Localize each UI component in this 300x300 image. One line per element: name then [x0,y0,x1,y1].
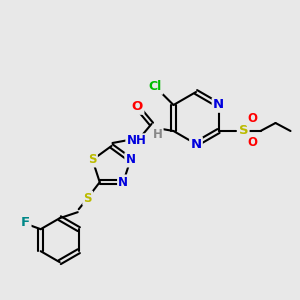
Text: NH: NH [127,134,146,148]
Text: O: O [248,136,257,149]
Text: Cl: Cl [149,80,162,94]
Text: O: O [248,112,257,125]
Text: N: N [190,137,202,151]
Text: N: N [213,98,224,112]
Text: F: F [21,216,30,229]
Text: S: S [88,153,97,166]
Text: S: S [239,124,248,137]
Text: O: O [132,100,143,113]
Text: S: S [83,192,92,205]
Text: H: H [152,128,162,140]
Text: N: N [125,153,136,166]
Text: N: N [118,176,128,189]
